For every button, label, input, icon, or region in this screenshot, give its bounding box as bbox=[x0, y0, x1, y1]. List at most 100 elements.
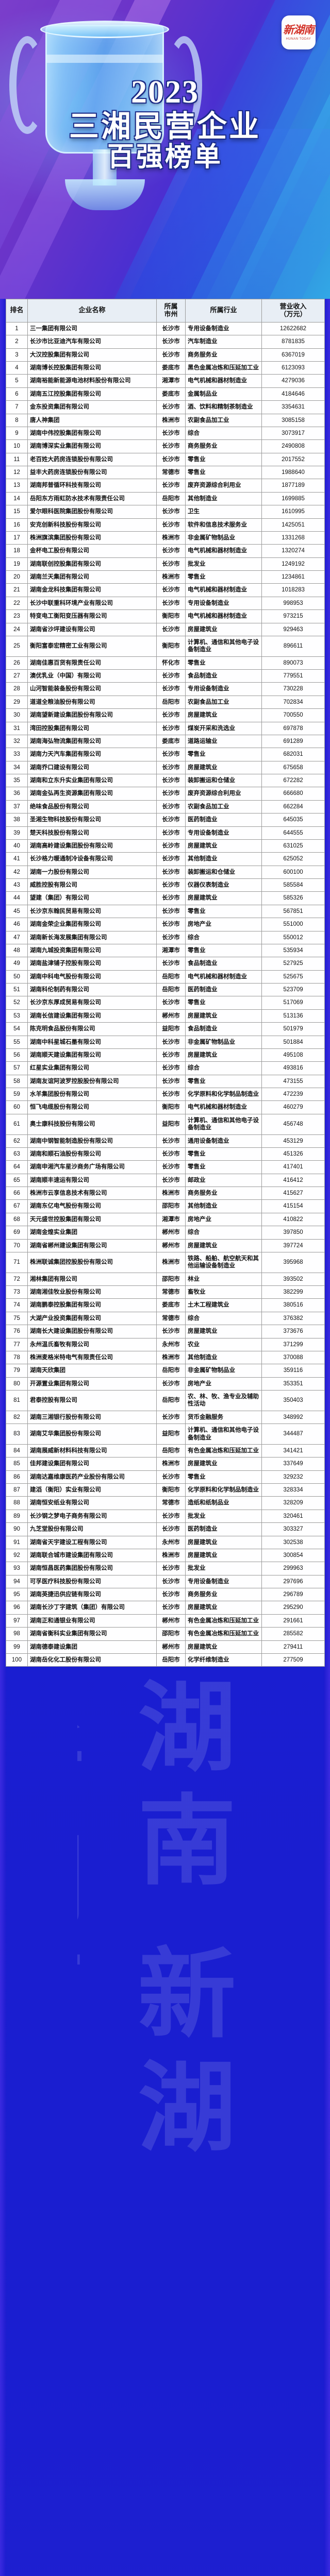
cell-rank: 10 bbox=[6, 439, 28, 453]
cell-city: 长沙市 bbox=[156, 544, 186, 558]
cell-industry: 房屋建筑业 bbox=[185, 622, 262, 636]
table-row: 77 永州温氏畜牧有限公司 永州市 农业 371299 bbox=[6, 1337, 325, 1351]
cell-city: 常德市 bbox=[156, 1285, 186, 1299]
cell-industry: 房屋建筑业 bbox=[185, 1640, 262, 1654]
cell-rank: 63 bbox=[6, 1147, 28, 1161]
cell-city: 长沙市 bbox=[156, 1562, 186, 1575]
cell-city: 岳阳市 bbox=[156, 492, 186, 506]
cell-city: 长沙市 bbox=[156, 852, 186, 866]
table-row: 69 湖南金煌实业集团 郴州市 综合 397850 bbox=[6, 1226, 325, 1240]
cell-rank: 21 bbox=[6, 583, 28, 597]
cell-industry: 综合 bbox=[185, 930, 262, 944]
cell-company-name: 湖南海弘物流集团有限公司 bbox=[27, 734, 157, 749]
cell-company-name: 红星实业集团有限公司 bbox=[27, 1061, 157, 1075]
cell-industry: 专用设备制造业 bbox=[185, 682, 262, 696]
cell-company-name: 湖南展威新材料科技有限公司 bbox=[27, 1444, 157, 1458]
cell-industry: 非金属矿物制品业 bbox=[185, 1364, 262, 1378]
cell-rank: 77 bbox=[6, 1337, 28, 1351]
cell-company-name: 湖南三湘银行股份有限公司 bbox=[27, 1410, 157, 1425]
cell-revenue: 700550 bbox=[261, 708, 325, 722]
cell-industry: 农副食品加工业 bbox=[185, 800, 262, 814]
column-header-company-name: 企业名称 bbox=[27, 299, 157, 323]
cell-company-name: 湖南天欣集团 bbox=[27, 1364, 157, 1378]
cell-city: 株洲市 bbox=[156, 570, 186, 584]
cell-city: 长沙市 bbox=[156, 1173, 186, 1188]
cell-rank: 98 bbox=[6, 1627, 28, 1641]
cell-industry: 仪器仪表制造业 bbox=[185, 878, 262, 892]
cell-city: 长沙市 bbox=[156, 1087, 186, 1101]
cell-city: 株洲市 bbox=[156, 1548, 186, 1563]
cell-rank: 40 bbox=[6, 839, 28, 853]
cell-rank: 46 bbox=[6, 918, 28, 931]
table-row: 67 湖南东亿电气股份有限公司 邵阳市 其他制造业 415154 bbox=[6, 1199, 325, 1213]
cell-city: 常德市 bbox=[156, 1496, 186, 1510]
cell-company-name: 九芝堂股份有限公司 bbox=[27, 1522, 157, 1536]
table-row: 7 金东投资集团有限公司 长沙市 酒、饮料和精制茶制造业 3354631 bbox=[6, 400, 325, 414]
cell-company-name: 奥士康科技股份有限公司 bbox=[27, 1113, 157, 1135]
cell-city: 长沙市 bbox=[156, 760, 186, 775]
cell-company-name: 湖南鹏泰控股集团有限公司 bbox=[27, 1298, 157, 1312]
cell-revenue: 550012 bbox=[261, 930, 325, 944]
cell-industry: 房屋建筑业 bbox=[185, 1239, 262, 1252]
cell-rank: 64 bbox=[6, 1160, 28, 1174]
cell-industry: 邮政业 bbox=[185, 1173, 262, 1188]
cell-company-name: 长沙钢之梦电子商务有限公司 bbox=[27, 1509, 157, 1523]
cell-rank: 3 bbox=[6, 348, 28, 362]
cell-revenue: 12622682 bbox=[261, 321, 325, 336]
table-row: 56 湖南顺天建设集团有限公司 长沙市 房屋建筑业 495108 bbox=[6, 1048, 325, 1062]
table-row: 65 湖南顺丰速运有限公司 长沙市 邮政业 416412 bbox=[6, 1173, 325, 1188]
cell-industry: 卫生 bbox=[185, 505, 262, 519]
cell-rank: 90 bbox=[6, 1522, 28, 1536]
cell-rank: 62 bbox=[6, 1134, 28, 1148]
cell-revenue: 393502 bbox=[261, 1272, 325, 1286]
table-row: 98 湖南省衡科实业集团有限公司 邵阳市 有色金属冶炼和压延加工业 285582 bbox=[6, 1627, 325, 1641]
cell-industry: 通用设备制造业 bbox=[185, 1134, 262, 1148]
cell-city: 株洲市 bbox=[156, 1457, 186, 1471]
cell-revenue: 644555 bbox=[261, 826, 325, 840]
cell-industry: 化学原料和化学制品制造业 bbox=[185, 1483, 262, 1497]
cell-industry: 房屋建筑业 bbox=[185, 1325, 262, 1338]
cell-city: 长沙市 bbox=[156, 596, 186, 611]
cell-industry: 有色金属冶炼和压延加工业 bbox=[185, 1627, 262, 1641]
cell-city: 娄底市 bbox=[156, 361, 186, 375]
cell-revenue: 896611 bbox=[261, 635, 325, 657]
cell-industry: 综合 bbox=[185, 1226, 262, 1240]
cell-company-name: 湖南恒安纸业有限公司 bbox=[27, 1496, 157, 1510]
cell-industry: 软件和信息技术服务业 bbox=[185, 518, 262, 532]
cell-company-name: 岳阳东方雨虹防水技术有限责任公司 bbox=[27, 492, 157, 506]
column-header-city-line1: 所属 bbox=[164, 302, 178, 310]
cell-city: 长沙市 bbox=[156, 335, 186, 349]
cell-rank: 75 bbox=[6, 1311, 28, 1326]
cell-revenue: 730228 bbox=[261, 682, 325, 696]
cell-city: 长沙市 bbox=[156, 800, 186, 814]
cell-industry: 综合 bbox=[185, 1311, 262, 1326]
cell-revenue: 697878 bbox=[261, 721, 325, 735]
cell-revenue: 350403 bbox=[261, 1390, 325, 1411]
cell-revenue: 585326 bbox=[261, 891, 325, 905]
cell-rank: 6 bbox=[6, 387, 28, 401]
cell-rank: 44 bbox=[6, 891, 28, 905]
cell-rank: 82 bbox=[6, 1410, 28, 1425]
cell-city: 益阳市 bbox=[156, 1113, 186, 1135]
table-row: 4 湖南博长控股集团有限公司 娄底市 黑色金属冶炼和压延加工业 6123093 bbox=[6, 361, 325, 375]
cell-company-name: 绝味食品股份有限公司 bbox=[27, 800, 157, 814]
cell-company-name: 湖南力天汽车集团有限公司 bbox=[27, 748, 157, 761]
cell-company-name: 湖南长信建设集团有限公司 bbox=[27, 1009, 157, 1023]
table-row: 32 湖南海弘物流集团有限公司 娄底市 道路运输业 691289 bbox=[6, 734, 325, 749]
cell-revenue: 416412 bbox=[261, 1173, 325, 1188]
cell-industry: 零售业 bbox=[185, 1470, 262, 1484]
poster-title-group: 2023 三湘民营企业 百强榜单 bbox=[0, 76, 330, 172]
cell-industry: 零售业 bbox=[185, 943, 262, 958]
cell-rank: 37 bbox=[6, 800, 28, 814]
cell-revenue: 625052 bbox=[261, 852, 325, 866]
cell-city: 长沙市 bbox=[156, 669, 186, 683]
cell-company-name: 湖南九城投资集团有限公司 bbox=[27, 943, 157, 958]
cell-company-name: 益丰大药房连锁股份有限公司 bbox=[27, 465, 157, 480]
cell-city: 岳阳市 bbox=[156, 1364, 186, 1378]
cell-company-name: 湖南盐津铺子控股有限公司 bbox=[27, 957, 157, 971]
cell-revenue: 302538 bbox=[261, 1535, 325, 1549]
cell-industry: 电气机械和器材制造业 bbox=[185, 583, 262, 597]
logo-chinese-text: 新湖南 bbox=[283, 23, 315, 36]
cell-rank: 24 bbox=[6, 622, 28, 636]
